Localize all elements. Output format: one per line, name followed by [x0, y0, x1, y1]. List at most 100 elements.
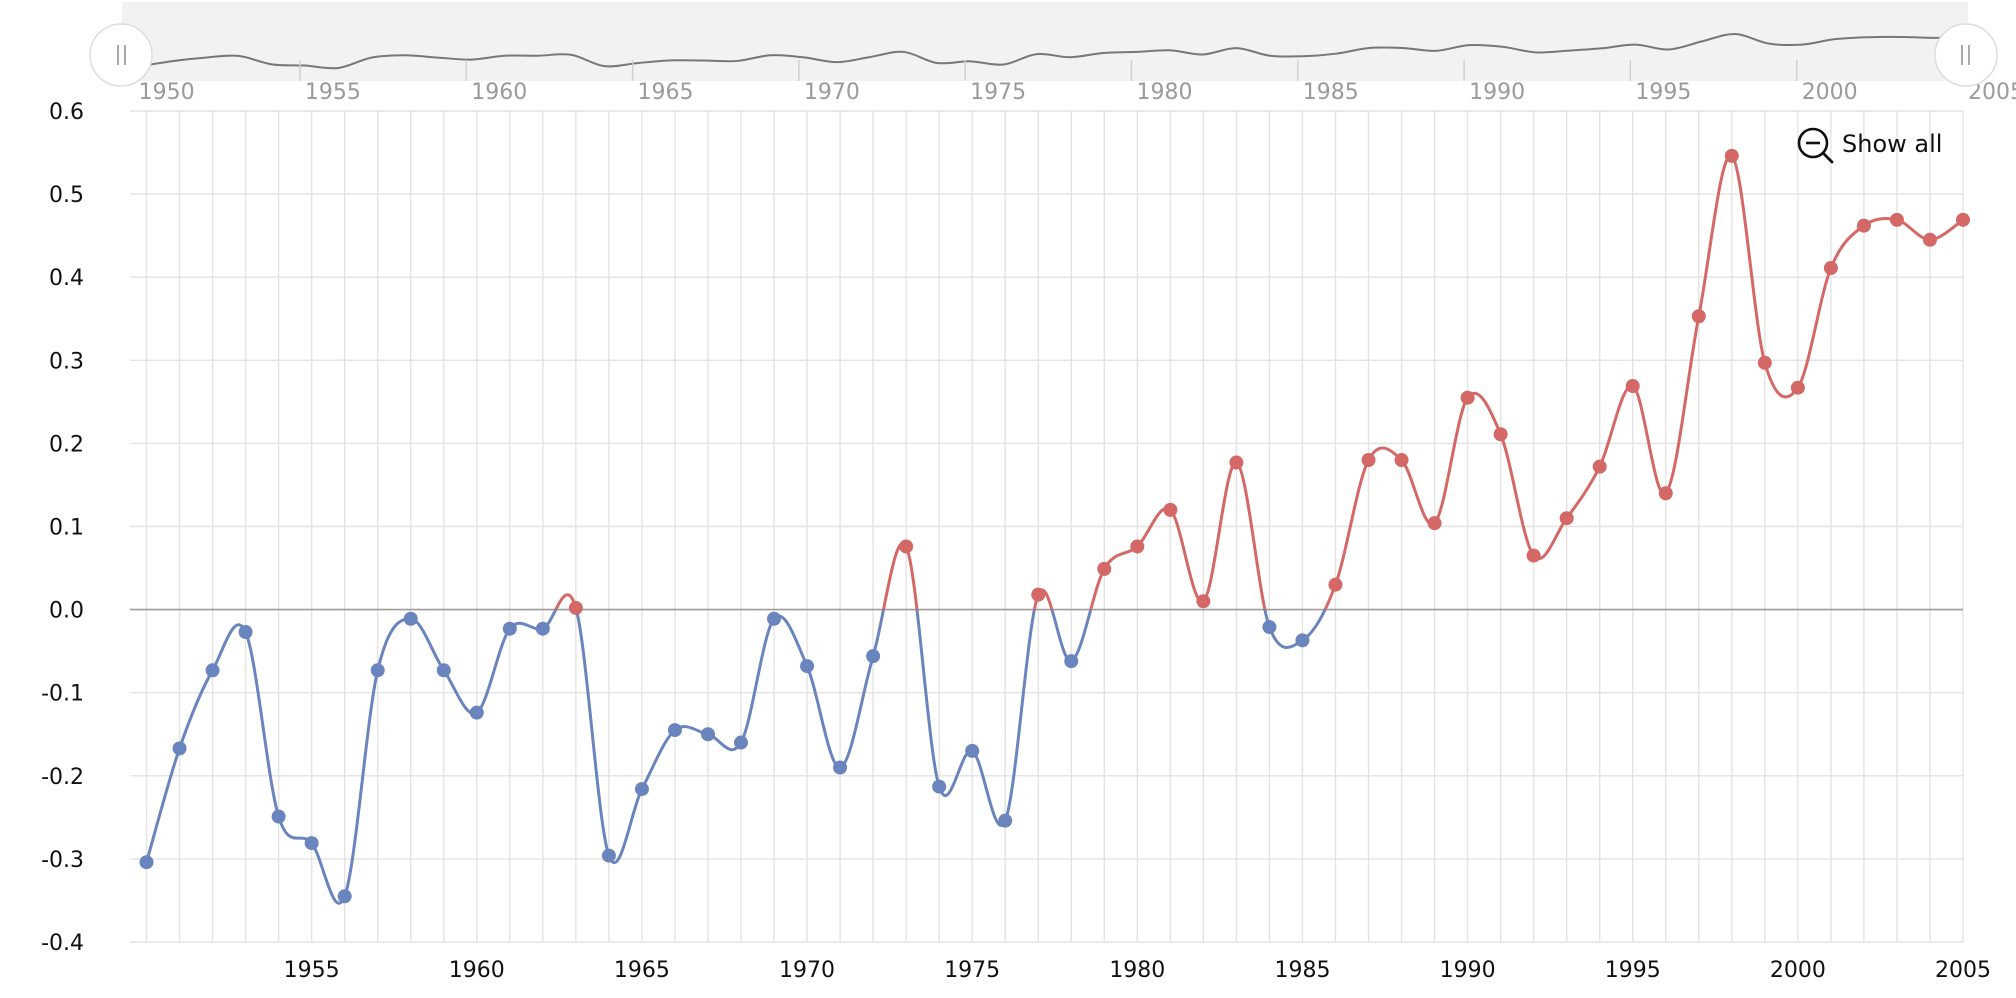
navigator-series-line	[138, 32, 1969, 70]
x-tick-label: 1980	[1109, 958, 1165, 983]
data-point-1955[interactable]	[304, 836, 319, 851]
grid	[130, 110, 1964, 943]
y-tick-label: 0.5	[49, 183, 84, 208]
data-point-1968[interactable]	[734, 735, 748, 750]
data-point-2004[interactable]	[1922, 232, 1937, 247]
navigator-background[interactable]	[122, 2, 1968, 81]
x-tick-label: 2005	[1935, 958, 1991, 983]
data-point-1980[interactable]	[1130, 539, 1145, 554]
x-tick-label: 1975	[944, 958, 1000, 983]
navigator-left-handle[interactable]	[89, 23, 153, 87]
x-tick-label: 1955	[284, 958, 340, 983]
data-point-1986[interactable]	[1328, 577, 1343, 592]
navigator-tick-label: 1955	[305, 80, 361, 105]
data-point-1993[interactable]	[1559, 511, 1574, 526]
data-point-1952[interactable]	[205, 663, 220, 678]
navigator-tick-label: 1985	[1303, 80, 1359, 105]
data-point-1991[interactable]	[1493, 427, 1508, 442]
data-point-1971[interactable]	[833, 760, 848, 775]
navigator-tick-label: 1990	[1469, 80, 1525, 105]
navigator[interactable]: 1950 1955 1960 1965 1970 1975 1980 1985 1990 1995…	[89, 2, 2016, 105]
data-point-1978[interactable]	[1064, 654, 1079, 669]
data-point-1969[interactable]	[767, 611, 782, 626]
data-point-1999[interactable]	[1757, 355, 1772, 370]
navigator-tick-label: 1950	[139, 80, 195, 105]
data-point-1992[interactable]	[1526, 548, 1541, 563]
data-point-1965[interactable]	[634, 782, 649, 797]
data-point-2000[interactable]	[1790, 380, 1805, 395]
data-point-1995[interactable]	[1625, 379, 1640, 394]
navigator-tick-label: 1995	[1635, 80, 1691, 105]
data-point-1973[interactable]	[899, 539, 914, 554]
data-point-1981[interactable]	[1163, 502, 1178, 517]
y-tick-label: 0.2	[49, 432, 84, 457]
data-point-1974[interactable]	[932, 779, 947, 794]
data-point-1967[interactable]	[700, 727, 715, 742]
data-point-1957[interactable]	[370, 663, 385, 678]
y-tick-label: 0.3	[49, 349, 84, 374]
data-point-1963[interactable]	[568, 600, 583, 615]
data-point-1984[interactable]	[1262, 620, 1277, 635]
y-tick-label: 0.4	[49, 266, 84, 291]
data-point-1990[interactable]	[1460, 390, 1475, 405]
navigator-ticks: 1950 1955 1960 1965 1970 1975 1980 1985 1990 1995…	[132, 60, 2016, 105]
data-point-1982[interactable]	[1196, 594, 1211, 609]
data-point-1985[interactable]	[1295, 633, 1310, 648]
data-point-1956[interactable]	[337, 889, 352, 904]
data-point-1960[interactable]	[469, 705, 484, 720]
data-point-1964[interactable]	[601, 848, 616, 863]
y-axis: -0.4 -0.3 -0.2 -0.1 0.0 0.1 0.2 0.3 0.4 0.5 0.6	[41, 100, 84, 956]
y-tick-label: -0.3	[41, 848, 84, 873]
data-point-1951[interactable]	[172, 741, 187, 756]
data-point-2002[interactable]	[1856, 218, 1871, 233]
y-tick-label: 0.6	[49, 100, 84, 125]
data-point-2003[interactable]	[1889, 212, 1904, 227]
x-axis: 1955 1960 1965 1970 1975 1980 1985 1990 1995 2000…	[284, 958, 1991, 983]
x-tick-label: 1970	[779, 958, 835, 983]
data-point-1994[interactable]	[1592, 459, 1607, 474]
x-tick-label: 1985	[1274, 958, 1330, 983]
data-point-1997[interactable]	[1691, 309, 1706, 324]
y-tick-label: 0.1	[49, 516, 84, 541]
navigator-tick-label: 2000	[1802, 80, 1858, 105]
show-all-button[interactable]: Show all	[1796, 125, 1946, 165]
data-point-1961[interactable]	[502, 621, 517, 636]
data-point-2001[interactable]	[1823, 261, 1838, 276]
data-point-1954[interactable]	[271, 809, 286, 824]
data-point-1988[interactable]	[1394, 453, 1409, 468]
data-point-1998[interactable]	[1724, 148, 1739, 163]
data-point-1987[interactable]	[1361, 453, 1376, 468]
navigator-tick-label: 1970	[804, 80, 860, 105]
data-points	[139, 148, 1970, 904]
series	[139, 148, 1970, 905]
data-point-1959[interactable]	[436, 663, 451, 678]
data-point-1950[interactable]	[139, 855, 154, 870]
navigator-tick-label: 1965	[638, 80, 694, 105]
navigator-tick-label: 1975	[970, 80, 1026, 105]
x-tick-label: 2000	[1770, 958, 1826, 983]
data-point-1962[interactable]	[535, 621, 550, 636]
show-all-label: Show all	[1842, 130, 1942, 158]
data-point-1983[interactable]	[1229, 455, 1244, 470]
data-point-1958[interactable]	[403, 611, 418, 626]
data-point-1953[interactable]	[238, 625, 253, 640]
data-point-1966[interactable]	[667, 723, 682, 738]
y-tick-label: -0.4	[41, 931, 84, 956]
data-point-1975[interactable]	[965, 743, 980, 758]
navigator-right-handle[interactable]	[1934, 23, 1998, 87]
data-point-1989[interactable]	[1427, 516, 1442, 531]
data-point-2005[interactable]	[1956, 212, 1970, 227]
y-tick-label: -0.1	[41, 682, 84, 707]
x-tick-label: 1990	[1440, 958, 1496, 983]
navigator-tick-label: 1960	[471, 80, 527, 105]
series-line-below-threshold	[145, 609, 1327, 905]
data-point-1977[interactable]	[1031, 587, 1046, 602]
data-point-1972[interactable]	[866, 649, 881, 664]
y-tick-label: -0.2	[41, 765, 84, 790]
data-point-1996[interactable]	[1658, 486, 1673, 501]
x-tick-label: 1960	[449, 958, 505, 983]
data-point-1979[interactable]	[1097, 561, 1112, 576]
data-point-1970[interactable]	[800, 659, 815, 674]
data-point-1976[interactable]	[998, 813, 1013, 828]
